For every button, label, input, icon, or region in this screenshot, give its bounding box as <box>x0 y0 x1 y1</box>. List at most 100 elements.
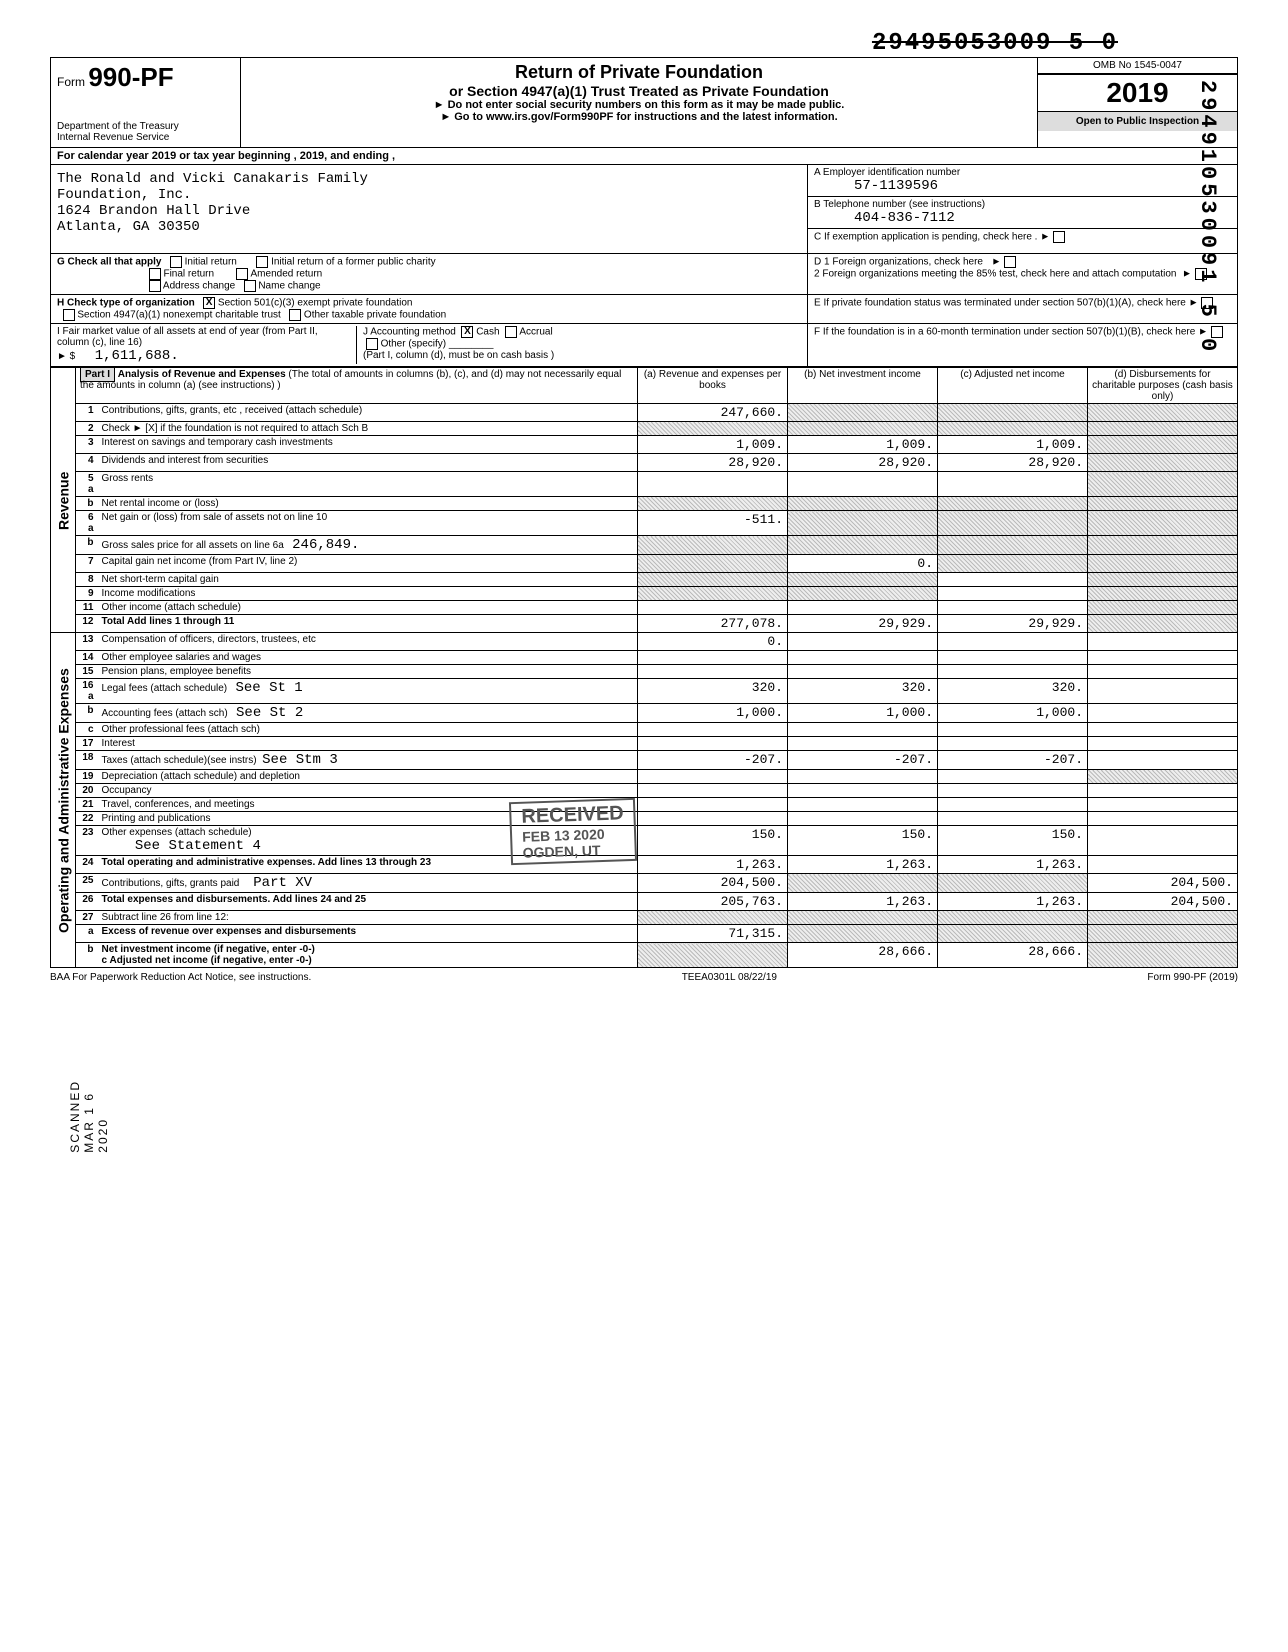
rd-1: Contributions, gifts, grants, etc , rece… <box>98 404 638 422</box>
org-addr-1: 1624 Brandon Hall Drive <box>57 203 801 219</box>
d1-check[interactable] <box>1004 256 1016 268</box>
g-name-check[interactable] <box>244 280 256 292</box>
rn-16c: c <box>76 723 98 737</box>
h-opt2: Section 4947(a)(1) nonexempt charitable … <box>77 310 280 321</box>
row-1: 1Contributions, gifts, grants, etc , rec… <box>51 404 1238 422</box>
g-final-check[interactable] <box>149 268 161 280</box>
ra-26: 205,763. <box>638 893 788 911</box>
rn-12: 12 <box>76 615 98 633</box>
h-501c3-check[interactable]: X <box>203 297 215 309</box>
row-26: 26Total expenses and disbursements. Add … <box>51 893 1238 911</box>
rc-23: 150. <box>938 826 1088 856</box>
section-h: H Check type of organization X Section 5… <box>50 294 1238 323</box>
j-other-check[interactable] <box>366 338 378 350</box>
ra-6a: -511. <box>638 511 788 536</box>
footer-left: BAA For Paperwork Reduction Act Notice, … <box>50 972 311 983</box>
g-initformer-check[interactable] <box>256 256 268 268</box>
rb-3: 1,009. <box>788 436 938 454</box>
g-address-check[interactable] <box>149 280 161 292</box>
rd-12: Total Add lines 1 through 11 <box>102 616 235 627</box>
g-amended-check[interactable] <box>236 268 248 280</box>
h-other-check[interactable] <box>289 309 301 321</box>
rn-16b: b <box>76 704 98 723</box>
h-label: H Check type of organization <box>57 298 195 309</box>
rn-22: 22 <box>76 812 98 826</box>
footer-mid: TEEA0301L 08/22/19 <box>682 972 777 983</box>
rb-16b: 1,000. <box>788 704 938 723</box>
ra-1: 247,660. <box>638 404 788 422</box>
rn-13: 13 <box>76 633 98 651</box>
rb-24: 1,263. <box>788 856 938 874</box>
rs-18: See Stm 3 <box>262 752 338 768</box>
rc-18: -207. <box>938 751 1088 770</box>
rd-16b: Accounting fees (attach sch) <box>102 708 228 719</box>
row-24: 24Total operating and administrative exp… <box>51 856 1238 874</box>
g-opt-0: Initial return <box>185 257 237 268</box>
row-22: 22Printing and publications <box>51 812 1238 826</box>
row-27a: aExcess of revenue over expenses and dis… <box>51 925 1238 943</box>
form-header: Form 990-PF Department of the Treasury I… <box>50 57 1238 147</box>
irs: Internal Revenue Service <box>57 132 234 143</box>
row-16c: cOther professional fees (attach sch) <box>51 723 1238 737</box>
rd-17: Interest <box>98 737 638 751</box>
rd-27: Subtract line 26 from line 12: <box>98 911 638 925</box>
rn-19: 19 <box>76 770 98 784</box>
rb-12: 29,929. <box>788 615 938 633</box>
box-f: F If the foundation is in a 60-month ter… <box>814 327 1195 338</box>
row-27bc: bNet investment income (if negative, ent… <box>51 943 1238 968</box>
h-opt3: Other taxable private foundation <box>304 310 446 321</box>
rn-9: 9 <box>76 587 98 601</box>
rs-16b: See St 2 <box>236 705 303 721</box>
rdd-26: 204,500. <box>1088 893 1238 911</box>
rb-27b: 28,666. <box>788 943 938 968</box>
org-name-1: The Ronald and Vicki Canakaris Family <box>57 171 801 187</box>
box-d1: D 1 Foreign organizations, check here <box>814 257 983 268</box>
rn-5b: b <box>76 497 98 511</box>
rs-16a: See St 1 <box>235 680 302 696</box>
h-4947-check[interactable] <box>63 309 75 321</box>
g-opt-3: Initial return of a former public charit… <box>271 257 436 268</box>
section-ijf: I Fair market value of all assets at end… <box>50 323 1238 367</box>
instr-2: ► Go to www.irs.gov/Form990PF for instru… <box>245 111 1033 123</box>
rn-5a: 5 a <box>76 472 98 497</box>
footer: BAA For Paperwork Reduction Act Notice, … <box>50 968 1238 983</box>
footer-right: Form 990-PF (2019) <box>1147 972 1238 983</box>
rb-16a: 320. <box>788 679 938 704</box>
rd-11: Other income (attach schedule) <box>98 601 638 615</box>
row-3: 3Interest on savings and temporary cash … <box>51 436 1238 454</box>
box-c-label: C If exemption application is pending, c… <box>814 232 1050 243</box>
i-value: 1,611,688. <box>95 348 179 364</box>
row-2: 2Check ► [X] if the foundation is not re… <box>51 422 1238 436</box>
rn-11: 11 <box>76 601 98 615</box>
j-accrual-check[interactable] <box>505 326 517 338</box>
j-label: J Accounting method <box>363 327 456 338</box>
rd-14: Other employee salaries and wages <box>98 651 638 665</box>
row-19: 19Depreciation (attach schedule) and dep… <box>51 770 1238 784</box>
rn-1: 1 <box>76 404 98 422</box>
row-16b: b Accounting fees (attach sch) See St 2 1,… <box>51 704 1238 723</box>
rc-16b: 1,000. <box>938 704 1088 723</box>
rd-2: Check ► [X] if the foundation is not req… <box>98 422 638 436</box>
rb-26: 1,263. <box>788 893 938 911</box>
row-7: 7Capital gain net income (from Part IV, … <box>51 555 1238 573</box>
rd-6a: Net gain or (loss) from sale of assets n… <box>98 511 638 536</box>
part1-table: Revenue Part I Analysis of Revenue and E… <box>50 367 1238 968</box>
rd-18: Taxes (attach schedule)(see instrs) <box>102 755 257 766</box>
rd-16c: Other professional fees (attach sch) <box>98 723 638 737</box>
rd-19: Depreciation (attach schedule) and deple… <box>98 770 638 784</box>
row-6b: bGross sales price for all assets on lin… <box>51 536 1238 555</box>
j-note: (Part I, column (d), must be on cash bas… <box>363 350 554 361</box>
rn-24: 24 <box>76 856 98 874</box>
top-docnum: 29495053009 5 0 <box>50 30 1238 57</box>
j-cash-check[interactable]: X <box>461 326 473 338</box>
omb-number: OMB No 1545-0047 <box>1038 58 1237 74</box>
g-initial-check[interactable] <box>170 256 182 268</box>
box-b-label: B Telephone number (see instructions) <box>814 199 1231 210</box>
g-opt-2: Address change <box>163 281 235 292</box>
row-27: 27Subtract line 26 from line 12: <box>51 911 1238 925</box>
box-c-check[interactable] <box>1053 231 1065 243</box>
ra-13: 0. <box>638 633 788 651</box>
col-d-hdr: (d) Disbursements for charitable purpose… <box>1088 368 1238 404</box>
row-17: 17Interest <box>51 737 1238 751</box>
row-12: 12Total Add lines 1 through 11277,078.29… <box>51 615 1238 633</box>
